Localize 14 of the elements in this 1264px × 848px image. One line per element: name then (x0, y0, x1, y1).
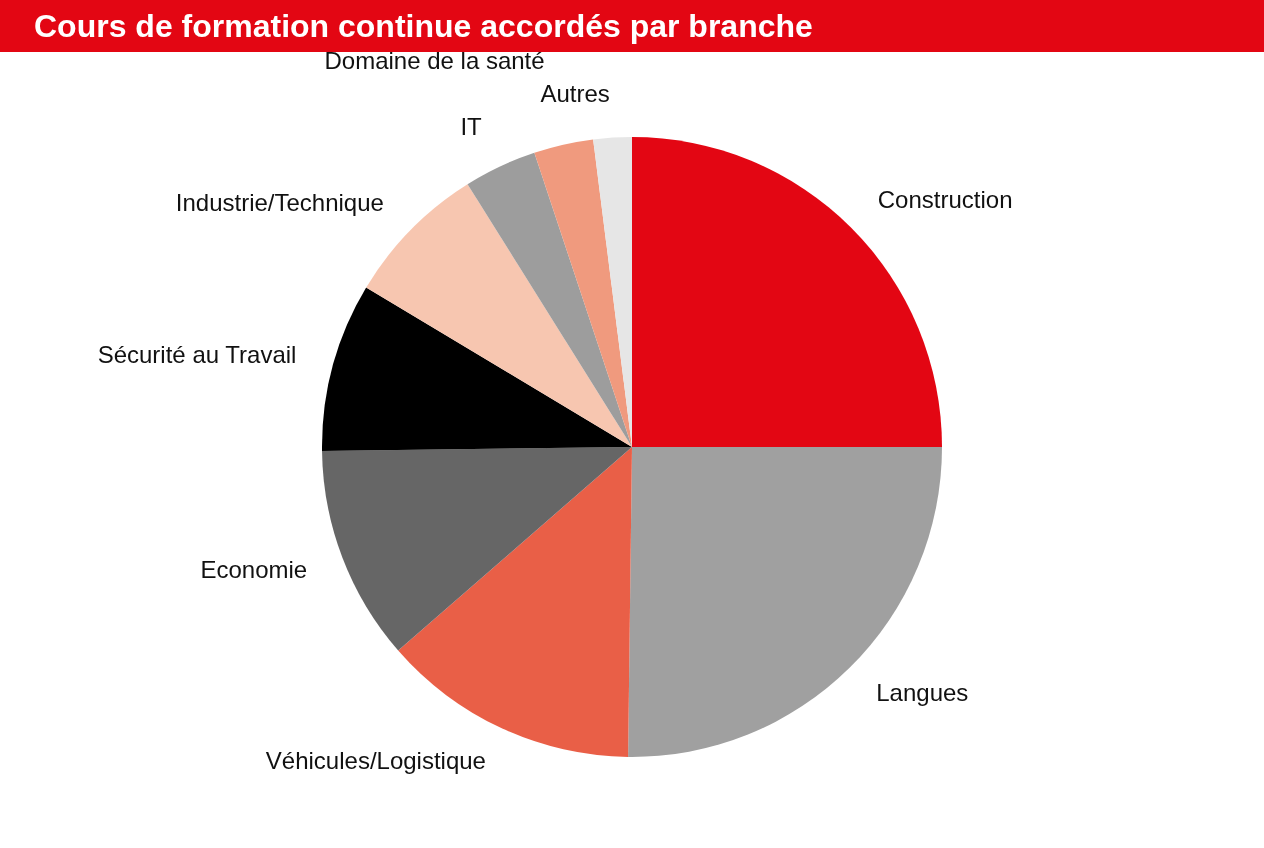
slice-label: Domaine de la santé (324, 46, 545, 74)
slice-label: Economie (200, 555, 308, 583)
slice-label: Autres (540, 79, 610, 107)
slice-label: Langues (876, 679, 969, 707)
slice-label: IT (460, 112, 483, 140)
slice-label: Sécurité au Travail (97, 341, 297, 369)
slice-label: Construction (877, 186, 1013, 214)
pie-slice (534, 139, 632, 447)
pie-slice (322, 447, 632, 651)
pie-slice (467, 152, 632, 447)
slice-label: Véhicules/Logistique (265, 747, 486, 775)
slice-label: Industrie/Technique (175, 188, 384, 216)
pie-slice (322, 287, 632, 451)
chart-title: Cours de formation continue accordés par branche (34, 8, 813, 44)
